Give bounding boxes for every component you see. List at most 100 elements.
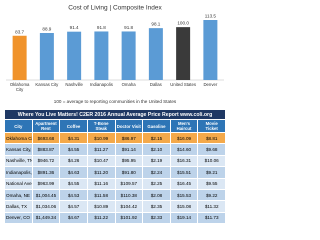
table-row: Omaha, NE $1,004.45 $4.53 $11.58 $110.38 $2.0… xyxy=(4,188,226,202)
price-cell: $10.47 xyxy=(86,154,116,168)
column-header: Gasoline xyxy=(142,119,171,133)
column-header: Coffee xyxy=(59,119,88,133)
table-body: Oklahoma City, OK$693.68$4.31$10.99$86.9… xyxy=(4,131,226,225)
price-cell: $16.45 xyxy=(169,177,199,190)
bar xyxy=(176,27,191,80)
city-cell: Dallas, TX xyxy=(4,200,33,213)
bar xyxy=(121,31,136,80)
chart: Cost of Living | Composite Index 83.7 88.… xyxy=(0,0,230,108)
price-cell: $2.24 xyxy=(142,166,171,179)
x-tick-label: Dallas xyxy=(149,82,162,87)
price-cell: $2.25 xyxy=(142,177,171,190)
price-cell: $9.55 xyxy=(197,177,226,190)
bar xyxy=(148,28,163,80)
price-cell: $4.55 xyxy=(59,177,88,190)
price-cell: $15.51 xyxy=(169,166,199,179)
price-cell: $946.72 xyxy=(31,154,61,168)
bar xyxy=(39,33,54,80)
table-row: Oklahoma City, OK$693.68$4.31$10.99$86.9… xyxy=(4,131,226,145)
x-tick-label: Denver xyxy=(203,82,218,87)
table-row: Dallas, TX $1,034.06 $4.57 $10.89 $104.42 $2.… xyxy=(4,200,226,213)
x-tick-label: United States xyxy=(170,82,197,87)
price-cell: $4.63 xyxy=(59,166,88,179)
price-cell: $4.53 xyxy=(59,188,88,202)
price-cell: $963.99 xyxy=(31,177,61,190)
price-cell: $1,004.45 xyxy=(31,188,61,202)
price-cell: $11.22 xyxy=(86,211,116,225)
city-cell: Nashville, TN xyxy=(4,154,33,168)
value-label: 83.7 xyxy=(15,29,24,34)
price-cell: $86.97 xyxy=(114,131,144,145)
price-cell: $8.81 xyxy=(197,131,226,145)
bar xyxy=(203,20,218,80)
price-cell: $11.73 xyxy=(197,211,226,225)
price-cell: $104.42 xyxy=(114,200,144,213)
price-cell: $10.89 xyxy=(86,200,116,213)
price-cell: $4.67 xyxy=(59,211,88,225)
price-cell: $11.27 xyxy=(86,143,116,156)
price-cell: $9.21 xyxy=(197,166,226,179)
table-row: Kansas City, MO$883.87$4.55$11.27$91.14$… xyxy=(4,143,226,156)
price-cell: $16.31 xyxy=(169,154,199,168)
price-cell: $4.26 xyxy=(59,154,88,168)
price-cell: $2.35 xyxy=(142,200,171,213)
table-row: Indianapolis, IN$891.36$4.63$11.20$91.80… xyxy=(4,166,226,179)
bar xyxy=(67,31,82,80)
price-cell: $15.08 xyxy=(169,200,199,213)
price-cell: $14.60 xyxy=(169,143,199,156)
header-row: City Apartment Rent Coffee T-Bone Steak Doct… xyxy=(4,119,226,133)
price-cell: $109.57 xyxy=(114,177,144,190)
table-title-row: Where You Live Matters! C2ER 2016 Annual… xyxy=(4,109,226,120)
value-label: 98.1 xyxy=(151,22,160,27)
x-tick-label: Nashville xyxy=(65,82,83,87)
chart-svg: Cost of Living | Composite Index 83.7 88.… xyxy=(6,5,224,81)
value-label: 100.0 xyxy=(177,21,189,26)
price-cell: $11.20 xyxy=(86,166,116,179)
price-cell: $19.14 xyxy=(169,211,199,225)
city-cell: Indianapolis, IN xyxy=(4,166,33,179)
column-header: Doctor Visit xyxy=(114,119,144,133)
city-cell: Omaha, NE xyxy=(4,188,33,202)
price-cell: $11.58 xyxy=(86,188,116,202)
price-cell: $2.33 xyxy=(142,211,171,225)
table-row: Denver, CO $1,449.34 $4.67 $11.22 $101.92 $2.… xyxy=(4,211,226,225)
city-cell: National Average xyxy=(4,177,33,190)
table-row: Nashville, TN $946.72 $4.26 $10.47 $95.95 $2.… xyxy=(4,154,226,168)
price-cell: $10.99 xyxy=(86,131,116,145)
price-cell: $10.06 xyxy=(197,154,226,168)
price-cell: $11.16 xyxy=(86,177,116,190)
price-cell: $15.53 xyxy=(169,188,199,202)
price-cell: $11.32 xyxy=(197,200,226,213)
price-cell: $2.08 xyxy=(142,188,171,202)
price-cell: $4.31 xyxy=(59,131,88,145)
bar xyxy=(94,31,109,80)
price-cell: $1,449.34 xyxy=(31,211,61,225)
value-label: 91.4 xyxy=(70,25,79,30)
price-cell: $693.68 xyxy=(31,131,61,145)
bar xyxy=(12,35,27,80)
table-row: National Average$963.99$4.55$11.16$109.5… xyxy=(4,177,226,190)
price-cell: $91.14 xyxy=(114,143,144,156)
column-header: T-Bone Steak xyxy=(86,119,116,133)
value-label: 91.8 xyxy=(124,25,133,30)
x-tick-label: Oklahoma City xyxy=(9,82,30,92)
price-cell: $110.38 xyxy=(114,188,144,202)
city-cell: Kansas City, MO xyxy=(4,143,33,156)
column-header: Movie Ticket xyxy=(197,119,226,133)
value-label: 91.8 xyxy=(97,25,106,30)
price-cell: $2.15 xyxy=(142,131,171,145)
price-cell: $1,034.06 xyxy=(31,200,61,213)
price-cell: $16.09 xyxy=(169,131,199,145)
city-cell: Oklahoma City, OK xyxy=(4,131,33,145)
table-title: Where You Live Matters! C2ER 2016 Annual… xyxy=(4,109,226,120)
price-cell: $883.87 xyxy=(31,143,61,156)
x-tick-label: Omaha xyxy=(121,82,136,87)
price-cell: $2.10 xyxy=(142,143,171,156)
x-tick-label: Kansas City xyxy=(35,82,59,87)
column-header: Men's Haircut xyxy=(169,119,199,133)
page: {"chart_data":{"type":"bar","title":"Cos… xyxy=(0,0,230,225)
price-cell: $9.22 xyxy=(197,188,226,202)
city-cell: Denver, CO xyxy=(4,211,33,225)
price-cell: $95.95 xyxy=(114,154,144,168)
price-cell: $91.80 xyxy=(114,166,144,179)
